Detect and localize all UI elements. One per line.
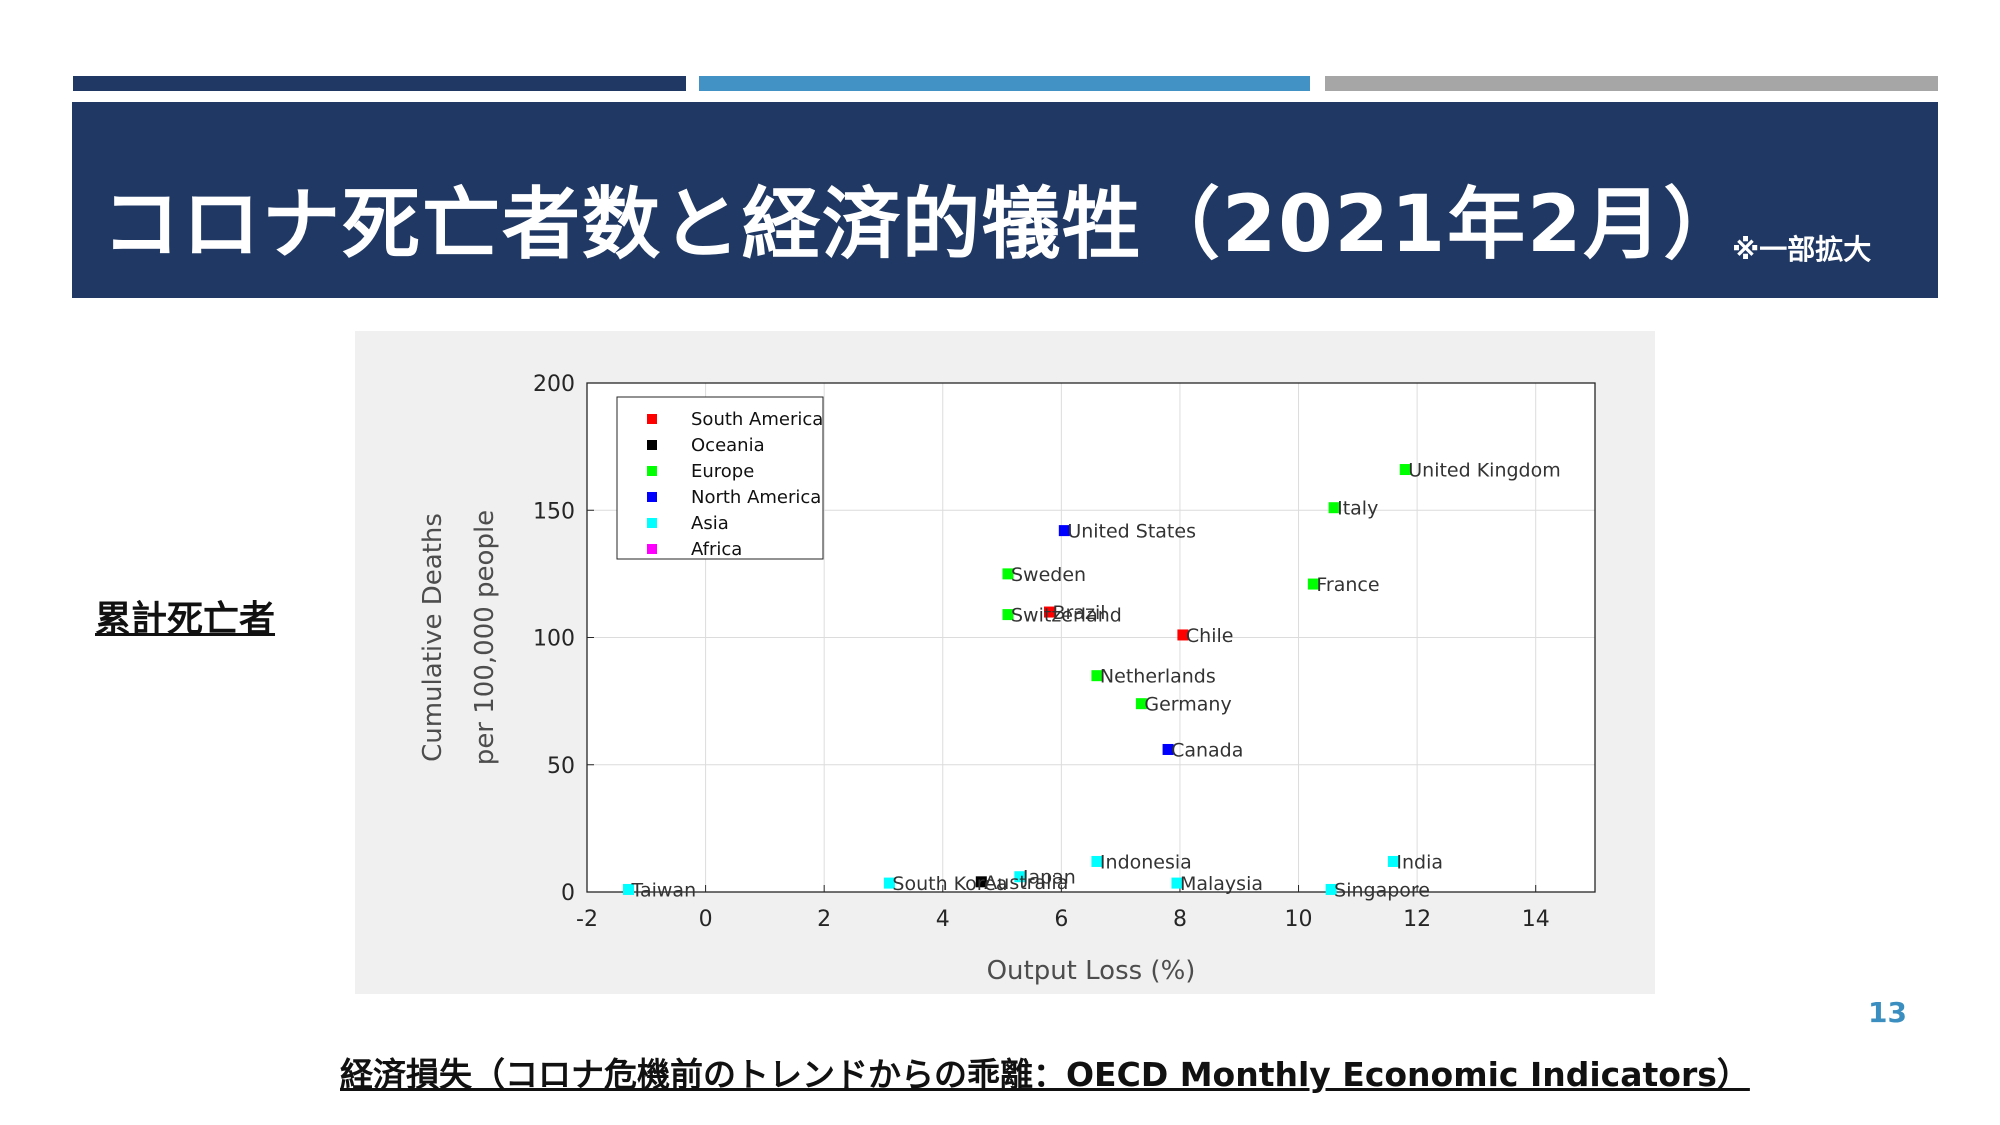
y-tick-label: 100 bbox=[533, 627, 575, 652]
title-band: コロナ死亡者数と経済的犠牲（2021年2月） ※一部拡大 bbox=[72, 102, 1938, 298]
point-label: United Kingdom bbox=[1408, 460, 1561, 482]
point-label: Canada bbox=[1171, 739, 1243, 761]
scatter-point bbox=[975, 876, 987, 888]
legend-marker bbox=[647, 466, 657, 476]
legend-marker bbox=[647, 414, 657, 424]
point-label: France bbox=[1316, 574, 1379, 596]
scatter-point bbox=[1002, 609, 1014, 621]
legend-entry: Africa bbox=[691, 539, 742, 560]
accent-bar-blue bbox=[699, 76, 1310, 91]
point-label: India bbox=[1396, 851, 1443, 873]
point-label: Netherlands bbox=[1100, 666, 1216, 688]
title-note: ※一部拡大 bbox=[1732, 233, 1872, 266]
point-label: Singapore bbox=[1334, 879, 1430, 901]
x-tick-label: 4 bbox=[936, 907, 950, 932]
scatter-point bbox=[883, 877, 895, 889]
legend-entry: South America bbox=[691, 409, 823, 430]
x-tick-label: 10 bbox=[1285, 907, 1313, 932]
scatter-point bbox=[1177, 629, 1189, 641]
legend-entry: North America bbox=[691, 487, 821, 508]
scatter-point bbox=[1002, 568, 1014, 580]
point-label: Brazil bbox=[1052, 602, 1105, 624]
scatter-point bbox=[623, 883, 635, 895]
x-tick-label: -2 bbox=[576, 907, 598, 932]
scatter-point bbox=[1328, 502, 1340, 514]
chart-panel: -2 0 2 4 6 8 10 12 14 0 50 100 150 200 Output Loss (%)… bbox=[355, 331, 1655, 994]
x-tick-label: 12 bbox=[1403, 907, 1431, 932]
accent-bar-gray bbox=[1325, 76, 1938, 91]
accent-bar-navy bbox=[73, 76, 686, 91]
x-tick-label: 6 bbox=[1054, 907, 1068, 932]
scatter-point bbox=[1058, 525, 1070, 537]
scatter-point bbox=[1307, 578, 1319, 590]
point-label: Switzerland bbox=[1011, 605, 1122, 627]
legend-marker bbox=[647, 440, 657, 450]
point-label: Sweden bbox=[1011, 564, 1086, 586]
scatter-point bbox=[1135, 698, 1147, 710]
point-label: Germany bbox=[1144, 694, 1231, 716]
scatter-point bbox=[1014, 871, 1026, 883]
legend-entry: Oceania bbox=[691, 435, 765, 456]
x-tick-label: 8 bbox=[1173, 907, 1187, 932]
point-label: South Korea bbox=[892, 873, 1007, 895]
scatter-point bbox=[1325, 883, 1337, 895]
scatter-point bbox=[1091, 670, 1103, 682]
x-tick-label: 2 bbox=[817, 907, 831, 932]
scatter-point bbox=[1399, 464, 1411, 476]
scatter-point bbox=[1387, 855, 1399, 867]
y-axis-side-label: 累計死亡者 bbox=[95, 599, 276, 640]
x-tick-label: 0 bbox=[699, 907, 713, 932]
scatter-point bbox=[1043, 606, 1055, 618]
y-tick-label: 200 bbox=[533, 372, 575, 397]
scatter-point bbox=[1171, 877, 1183, 889]
legend-entry: Asia bbox=[691, 513, 729, 534]
page-number: 13 bbox=[1868, 996, 1907, 1029]
legend-marker bbox=[647, 492, 657, 502]
x-axis-caption: 経済損失（コロナ危機前のトレンドからの乖離：OECD Monthly Econo… bbox=[340, 1055, 1750, 1094]
point-label: United States bbox=[1067, 521, 1196, 543]
y-tick-label: 50 bbox=[547, 754, 575, 779]
y-axis-label-line2: per 100,000 people bbox=[470, 510, 500, 765]
legend-marker bbox=[647, 518, 657, 528]
point-label: Chile bbox=[1186, 625, 1234, 647]
point-label: Indonesia bbox=[1100, 851, 1192, 873]
y-tick-label: 150 bbox=[533, 499, 575, 524]
point-label: Malaysia bbox=[1180, 873, 1263, 895]
point-label: Italy bbox=[1337, 498, 1378, 520]
y-tick-label: 0 bbox=[561, 881, 575, 906]
scatter-point bbox=[1162, 743, 1174, 755]
scatter-point bbox=[1091, 855, 1103, 867]
point-label: Japan bbox=[1022, 867, 1076, 889]
point-label: Taiwan bbox=[631, 879, 697, 901]
slide-title: コロナ死亡者数と経済的犠牲（2021年2月） bbox=[102, 180, 1744, 270]
point-label: Australia bbox=[984, 872, 1068, 894]
legend-marker bbox=[647, 544, 657, 554]
x-axis-label: Output Loss (%) bbox=[987, 956, 1196, 986]
legend-entry: Europe bbox=[691, 461, 754, 482]
x-tick-label: 14 bbox=[1522, 907, 1550, 932]
y-axis-label-line1: Cumulative Deaths bbox=[418, 513, 448, 762]
